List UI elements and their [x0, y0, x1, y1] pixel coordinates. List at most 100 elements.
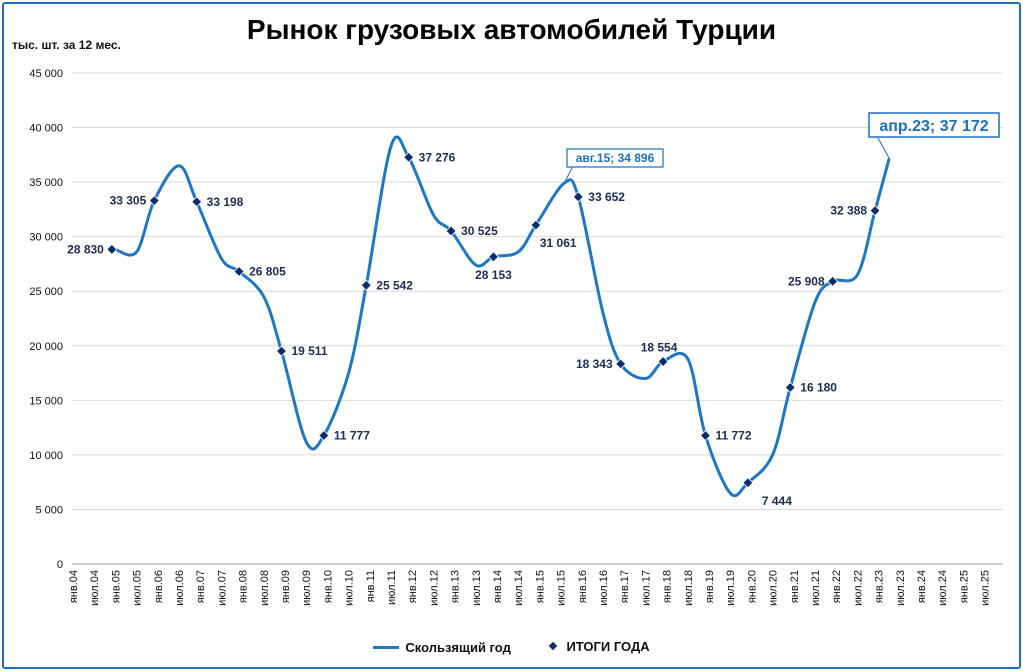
- data-label: 37 276: [419, 150, 456, 164]
- year-end-marker: [784, 381, 796, 393]
- x-tick-label: янв.19: [704, 570, 716, 603]
- data-label: 11 777: [334, 428, 370, 442]
- y-tick-label: 30 000: [29, 232, 63, 244]
- series-line-rolling-year: [114, 135, 891, 498]
- x-tick-label: янв.12: [407, 570, 419, 603]
- x-tick-label: июл.11: [386, 570, 398, 605]
- x-tick-label: июл.09: [301, 570, 313, 606]
- x-tick-label: янв.11: [365, 570, 377, 602]
- year-end-marker: [233, 266, 245, 278]
- x-tick-label: янв.04: [68, 570, 80, 603]
- x-tick-label: июл.17: [640, 570, 652, 606]
- x-tick-label: янв.17: [619, 570, 631, 603]
- x-tick-label: янв.13: [450, 570, 462, 603]
- x-tick-label: июл.05: [132, 570, 144, 606]
- y-tick-label: 40 000: [29, 123, 63, 135]
- y-axis-ticks: 0 5 000 10 000 15 000 20 000 25 000 30 000 35 0…: [29, 68, 63, 571]
- data-label: 25 542: [376, 278, 413, 292]
- year-end-marker: [869, 205, 881, 217]
- year-end-marker: [827, 275, 839, 287]
- data-label: 16 180: [800, 380, 837, 394]
- x-tick-label: июл.14: [513, 570, 525, 606]
- x-tick-label: янв.14: [492, 570, 504, 603]
- data-label: 11 772: [715, 429, 751, 443]
- year-end-markers: [106, 151, 881, 489]
- x-tick-label: июл.24: [937, 570, 949, 606]
- grid-lines: [72, 72, 1003, 565]
- data-label: 33 198: [207, 195, 244, 209]
- legend-diamond-swatch: [549, 641, 558, 651]
- y-tick-label: 35 000: [29, 177, 63, 189]
- data-label: 28 153: [475, 268, 512, 282]
- x-tick-label: янв.18: [662, 570, 674, 603]
- x-tick-label: янв.25: [958, 570, 970, 603]
- data-label: 31 061: [540, 236, 577, 250]
- x-tick-label: янв.21: [789, 570, 801, 603]
- x-tick-label: июл.21: [810, 570, 822, 606]
- x-tick-label: июл.10: [344, 570, 356, 606]
- callout-label-apr23: апр.23; 37 172: [879, 118, 988, 135]
- y-tick-label: 15 000: [29, 395, 63, 407]
- x-tick-label: янв.06: [153, 570, 165, 603]
- legend-points-label: ИТОГИ ГОДА: [566, 638, 650, 654]
- x-tick-label: янв.24: [916, 570, 928, 603]
- x-tick-label: янв.20: [746, 570, 758, 603]
- x-tick-label: июл.20: [768, 570, 780, 606]
- year-end-marker: [445, 225, 457, 237]
- year-end-marker: [360, 279, 372, 291]
- data-label: 25 908: [788, 274, 825, 288]
- x-tick-label: янв.23: [874, 570, 886, 603]
- year-end-marker: [487, 251, 499, 263]
- y-tick-label: 10 000: [29, 450, 63, 462]
- x-tick-label: июл.22: [852, 570, 864, 606]
- y-tick-label: 5 000: [35, 504, 63, 516]
- x-tick-label: июл.23: [895, 570, 907, 606]
- year-end-marker: [699, 430, 711, 442]
- data-label: 30 525: [461, 224, 498, 238]
- callout-box-apr23: [868, 112, 1000, 138]
- year-end-marker: [615, 358, 627, 370]
- year-end-marker: [742, 477, 754, 489]
- year-end-marker: [572, 191, 584, 203]
- x-tick-label: июл.18: [683, 570, 695, 606]
- year-end-marker: [191, 196, 203, 208]
- x-tick-label: июл.06: [174, 570, 186, 606]
- x-tick-label: июл.07: [216, 570, 228, 606]
- x-tick-label: июл.04: [89, 570, 101, 606]
- year-end-marker: [318, 429, 330, 442]
- year-end-marker: [148, 195, 160, 207]
- x-tick-label: янв.07: [195, 570, 207, 603]
- legend-item-line: Скользящий год: [373, 640, 511, 655]
- data-label: 32 388: [830, 204, 867, 218]
- data-label: 26 805: [249, 265, 286, 279]
- x-tick-label: июл.15: [556, 570, 568, 606]
- x-tick-label: янв.09: [280, 570, 292, 603]
- x-tick-label: янв.22: [831, 570, 843, 603]
- year-end-marker: [106, 243, 118, 255]
- callout-leader-apr23: [877, 137, 890, 159]
- x-tick-label: янв.10: [322, 570, 334, 603]
- x-tick-label: июл.13: [471, 570, 483, 606]
- data-label: 18 343: [576, 357, 613, 371]
- y-tick-label: 20 000: [29, 341, 63, 353]
- x-axis-ticks: янв.04 июл.04 янв.05 июл.05 янв.06 июл.06 янв.…: [68, 570, 992, 606]
- data-label: 33 305: [110, 194, 147, 208]
- x-tick-label: янв.16: [577, 570, 589, 603]
- year-end-marker: [403, 151, 415, 163]
- x-tick-label: июл.16: [598, 570, 610, 606]
- x-tick-label: янв.15: [534, 570, 546, 603]
- y-tick-label: 45 000: [29, 68, 63, 80]
- data-label: 19 511: [291, 344, 327, 358]
- x-tick-label: июл.19: [725, 570, 737, 606]
- y-tick-label: 25 000: [29, 286, 63, 298]
- callout-box-aug15: [566, 148, 664, 168]
- year-end-marker: [275, 345, 287, 357]
- y-tick-label: 0: [57, 559, 63, 571]
- x-tick-label: июл.12: [428, 570, 440, 606]
- data-labels: 28 830 33 305 33 198 26 805 19 511 11 777 25 5…: [67, 150, 867, 508]
- data-label: 7 444: [762, 494, 792, 508]
- legend: Скользящий год ИТОГИ ГОДА: [0, 637, 1023, 655]
- x-tick-label: июл.25: [980, 570, 992, 606]
